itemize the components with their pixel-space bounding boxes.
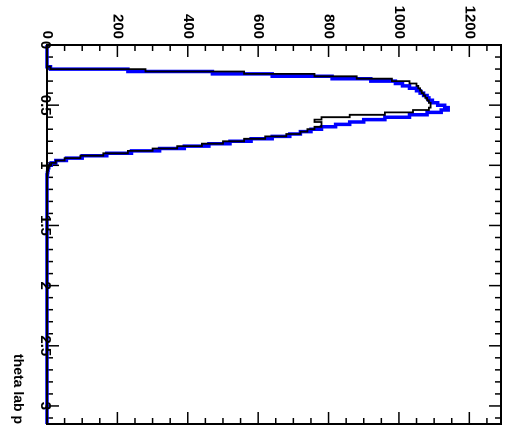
y-tick-label: 0 (39, 31, 56, 39)
x-tick-label: 1.5 (37, 215, 54, 236)
x-axis-title: theta lab p (11, 354, 27, 424)
series-blue-histogram (45, 45, 450, 424)
x-tick-label: 2 (37, 281, 54, 289)
x-tick-label: 3 (37, 402, 54, 410)
x-tick-label: 0 (37, 41, 54, 49)
y-tick-label: 1200 (461, 6, 478, 39)
x-tick-label: 1 (37, 161, 54, 169)
x-tick-label: 2.5 (37, 335, 54, 356)
y-tick-label: 600 (250, 14, 267, 39)
series-layer (45, 45, 450, 424)
series-black-histogram (46, 45, 432, 424)
tick-labels: 0 0.5 1 1.5 2 2.5 3 0 200 400 600 800 1000 1200 (37, 6, 478, 410)
y-tick-label: 400 (180, 14, 197, 39)
y-tick-label: 800 (321, 14, 338, 39)
plot-frame (46, 44, 502, 425)
x-tick-label: 0.5 (37, 95, 54, 116)
y-tick-label: 200 (109, 14, 126, 39)
y-tick-label: 1000 (391, 6, 408, 39)
